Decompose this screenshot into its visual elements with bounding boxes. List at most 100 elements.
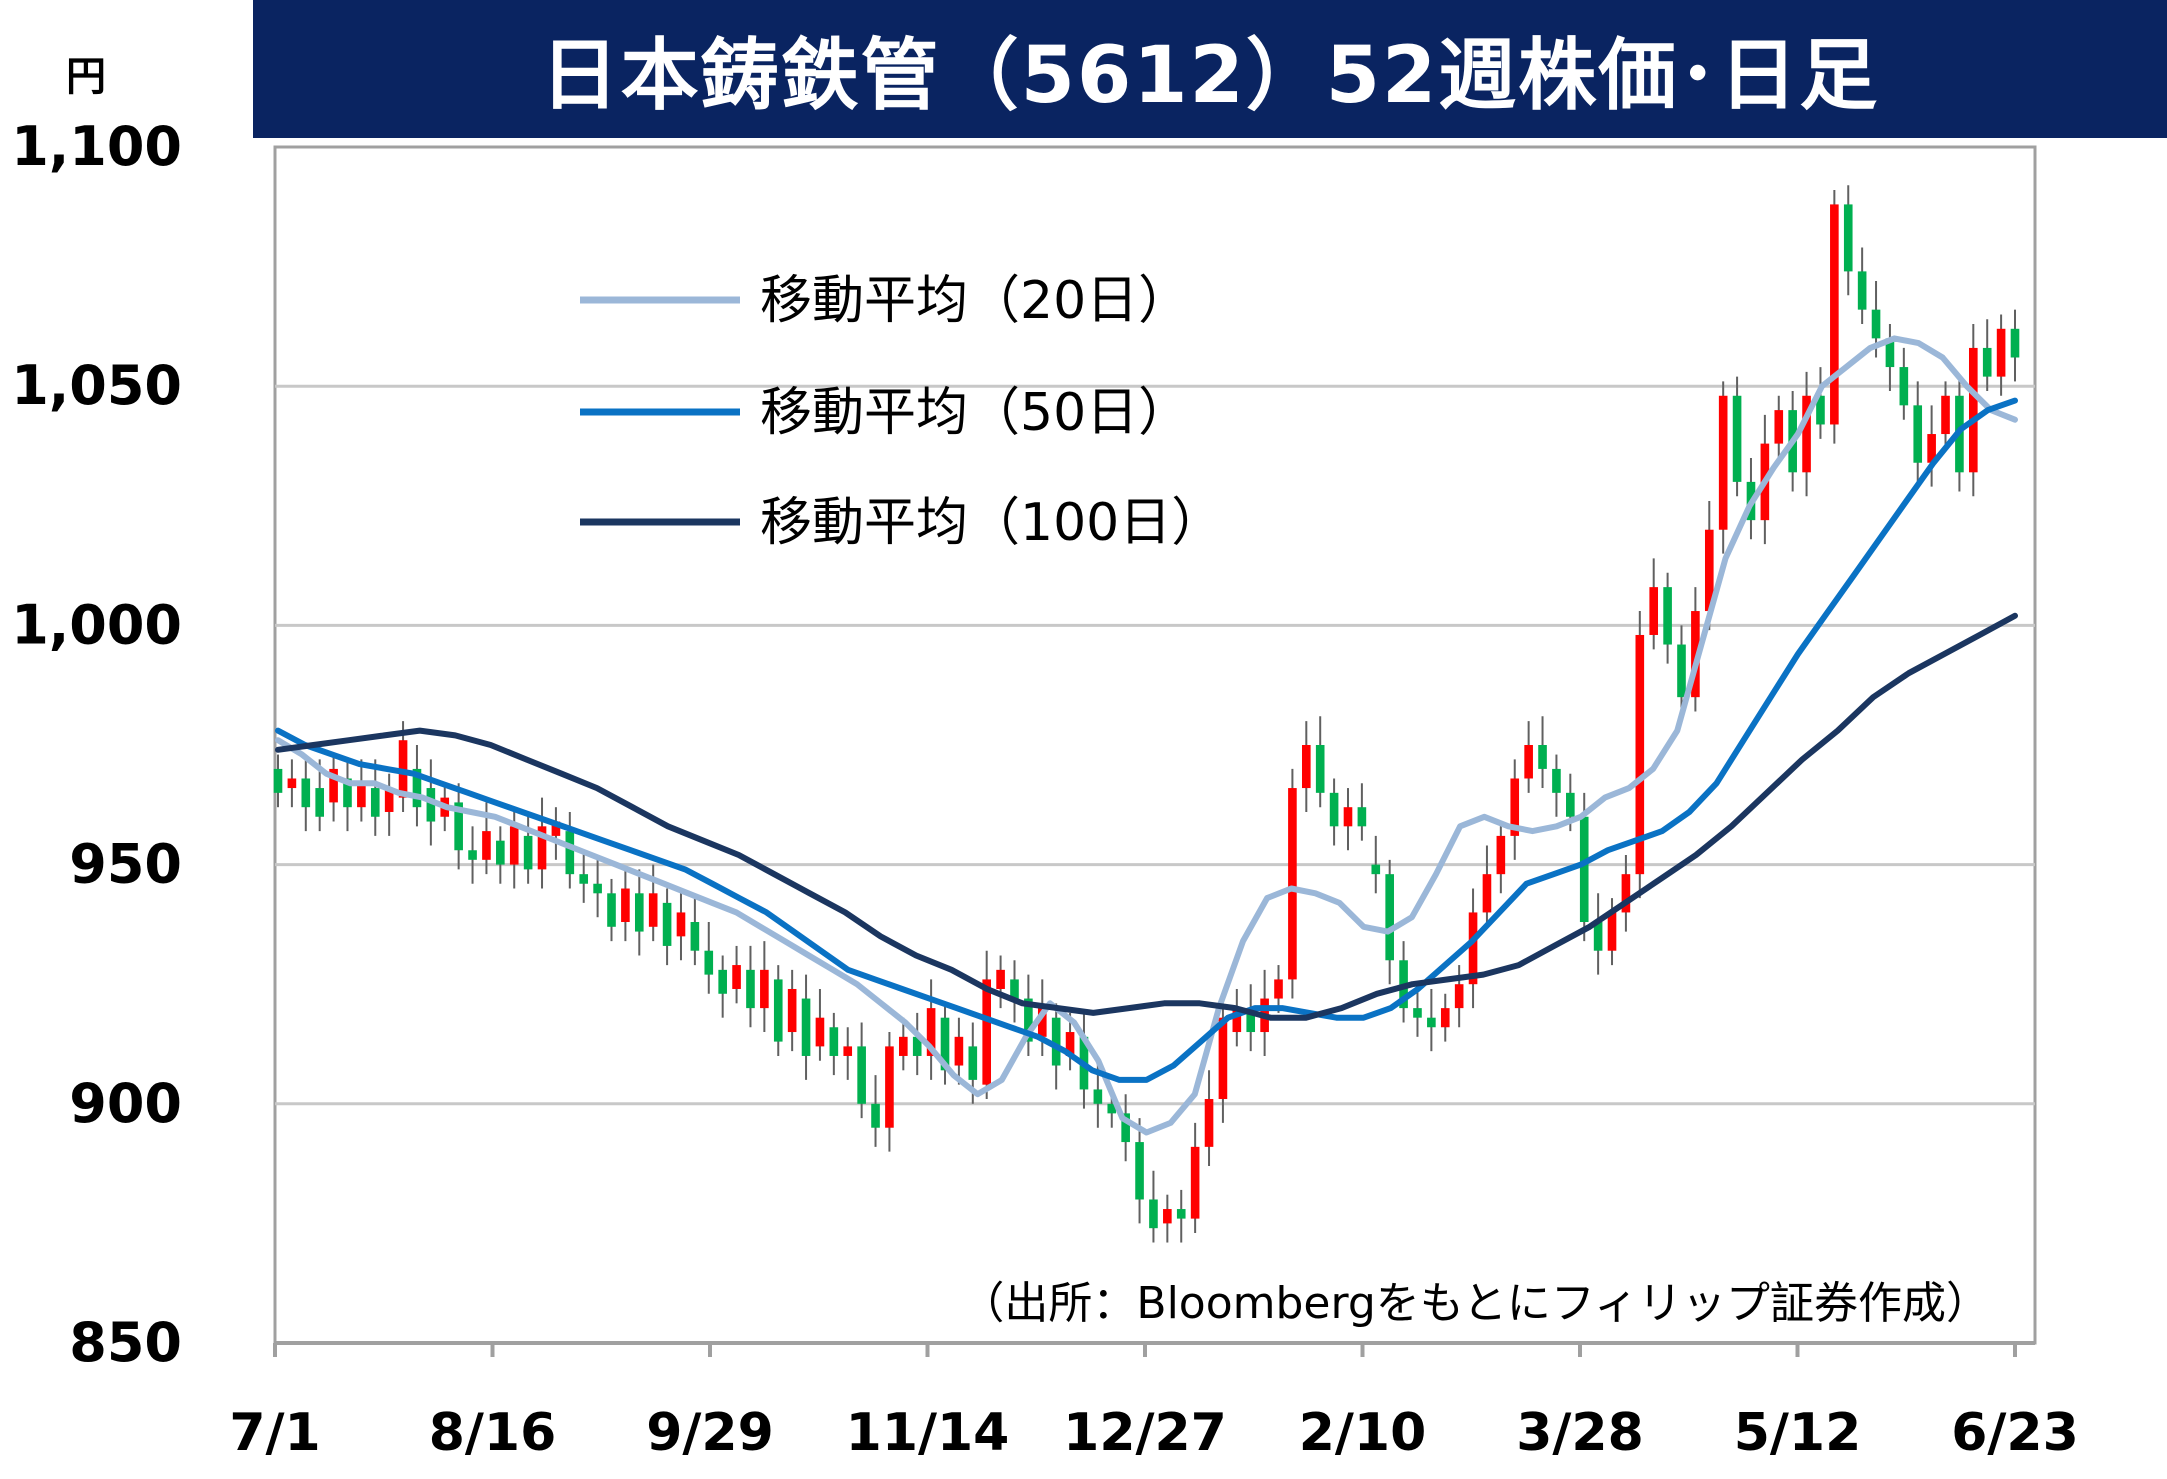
x-tick-label: 9/29: [646, 1403, 774, 1463]
candle-down: [496, 840, 505, 865]
candle-up: [621, 888, 630, 923]
candle-up: [1941, 395, 1950, 435]
candle-up: [1607, 912, 1617, 951]
candle-up: [1510, 778, 1520, 836]
x-axis: 7/1 8/16 9/29 11/14 12/27 2/10 3/28 5/12 6/23: [229, 1341, 2079, 1463]
candle-down: [607, 893, 616, 927]
candle-down: [912, 1036, 922, 1056]
candle-down: [1329, 792, 1339, 827]
candle-up: [760, 969, 769, 1009]
candle-up: [537, 826, 547, 870]
candle-up: [1343, 807, 1353, 827]
candle-down: [871, 1103, 880, 1128]
candle-down: [1677, 644, 1686, 698]
candle-down: [1107, 1103, 1117, 1114]
candle-down: [1857, 271, 1867, 310]
candle-down: [315, 788, 324, 817]
y-tick-label: 850: [69, 1311, 182, 1374]
candle-down: [801, 998, 811, 1056]
candle-down: [1566, 792, 1575, 817]
candle-down: [746, 969, 755, 1009]
candle-up: [1218, 1017, 1228, 1100]
candle-up: [1232, 1008, 1242, 1033]
candle-down: [1149, 1199, 1158, 1229]
candle-up: [1704, 529, 1714, 612]
candle-up: [787, 988, 797, 1033]
candle-down: [454, 802, 463, 851]
title-bar: 日本鋳鉄管（5612）52週株価･日足: [253, 0, 2167, 138]
candle-down: [968, 1046, 978, 1080]
candle-up: [1204, 1099, 1214, 1147]
candle-up: [287, 778, 297, 789]
candle-up: [899, 1036, 908, 1056]
candle-up: [815, 1017, 825, 1047]
candle-up: [732, 965, 741, 989]
candle-up: [1468, 912, 1478, 985]
candle-down: [1413, 1008, 1422, 1018]
candle-down: [829, 1027, 839, 1056]
candle-down: [370, 788, 380, 817]
candle-down: [857, 1046, 866, 1104]
candle-up: [1649, 587, 1659, 635]
candle-down: [593, 883, 602, 894]
x-tick-label: 8/16: [429, 1403, 557, 1463]
y-tick-label: 950: [69, 833, 182, 896]
candle-up: [509, 826, 519, 865]
candle-up: [1927, 434, 1936, 463]
candle-up: [843, 1046, 853, 1056]
candle-up: [1524, 745, 1533, 779]
candle-down: [1538, 745, 1547, 769]
candle-down: [1357, 807, 1367, 827]
candle-up: [384, 788, 394, 812]
candle-up: [1621, 874, 1631, 913]
ma100-line: [275, 612, 2018, 1021]
candle-up: [648, 893, 658, 927]
y-tick-label: 900: [69, 1072, 182, 1135]
x-tick-label: 7/1: [229, 1403, 320, 1463]
candle-up: [1996, 328, 2006, 377]
candle-down: [343, 778, 352, 808]
candle-down: [1246, 1008, 1256, 1033]
candle-down: [1371, 864, 1381, 875]
candle-down: [773, 979, 783, 1042]
candle-down: [1051, 1017, 1061, 1066]
candle-down: [1135, 1142, 1144, 1200]
candle-down: [1732, 395, 1742, 482]
candle-down: [1663, 587, 1672, 645]
candle-up: [1301, 745, 1311, 789]
candle-up: [1065, 1032, 1075, 1056]
candle-down: [1816, 395, 1825, 425]
candle-down: [1579, 816, 1589, 923]
candle-down: [1593, 922, 1603, 951]
y-tick-label: 1,000: [11, 593, 182, 656]
legend-label: 移動平均（50日）: [760, 383, 1190, 443]
candle-up: [1635, 634, 1645, 875]
candle-up: [1496, 835, 1506, 875]
candle-down: [301, 778, 311, 808]
candle-up: [676, 912, 686, 937]
candle-down: [1385, 874, 1394, 961]
legend-label: 移動平均（20日）: [760, 271, 1190, 331]
x-tick-label: 11/14: [846, 1403, 1010, 1463]
candle-down: [940, 1017, 950, 1071]
candle-down: [1024, 998, 1033, 1042]
candle-down: [1913, 405, 1923, 463]
candle-up: [982, 979, 992, 1085]
candle-up: [1440, 1008, 1450, 1028]
y-tick-label: 1,100: [11, 115, 182, 178]
candle-up: [1691, 611, 1700, 698]
ma50-line: [275, 397, 2018, 1083]
candle-down: [704, 950, 714, 975]
candle-down: [1899, 367, 1909, 406]
candle-down: [1982, 347, 1992, 377]
candle-up: [1454, 984, 1464, 1009]
candle-down: [426, 788, 436, 822]
candle-up: [1037, 1008, 1047, 1037]
source-note: （出所：Bloombergをもとにフィリップ証券作成）: [960, 1278, 1990, 1329]
chart-title: 日本鋳鉄管（5612）52週株価･日足: [540, 31, 1880, 121]
legend-label: 移動平均（100日）: [760, 493, 1223, 553]
candle-down: [1427, 1017, 1436, 1028]
candle-up: [1274, 979, 1283, 999]
candle-down: [1121, 1113, 1130, 1143]
